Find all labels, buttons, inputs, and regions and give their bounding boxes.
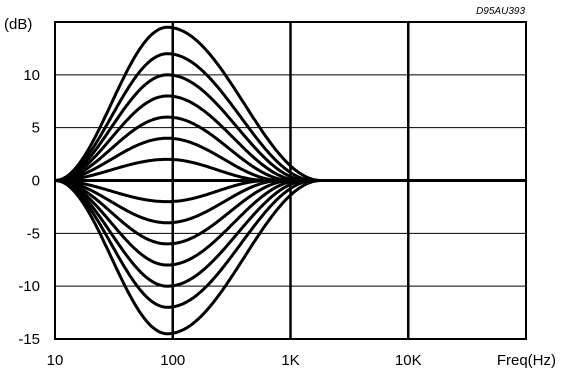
y-tick-label: -10 <box>18 278 40 295</box>
y-tick-label: 10 <box>23 67 40 84</box>
y-tick-label: -5 <box>27 225 40 242</box>
response-curve-3 <box>54 73 526 182</box>
response-curve-5 <box>54 115 526 182</box>
plot-border <box>54 21 527 340</box>
y-tick-labels: 10 5 0 -5 -10 -15 <box>18 67 40 348</box>
x-tick-label: 1K <box>281 352 299 369</box>
response-curve-14 <box>54 179 526 309</box>
response-curve-1 <box>54 25 526 182</box>
response-curve-4 <box>54 94 526 182</box>
x-tick-label: 10K <box>395 352 422 369</box>
response-curve-11 <box>54 179 526 246</box>
response-curve-9 <box>54 179 526 204</box>
y-tick-label: 5 <box>32 120 40 137</box>
response-curves <box>54 25 526 336</box>
y-tick-label: 0 <box>32 173 40 190</box>
response-curve-10 <box>54 179 526 225</box>
x-tick-label: 100 <box>160 352 185 369</box>
response-curve-15 <box>54 179 526 336</box>
y-axis-label: (dB) <box>4 16 32 33</box>
response-curve-13 <box>54 179 526 288</box>
plot-frame <box>54 21 527 340</box>
x-axis-label: Freq(Hz) <box>497 352 556 369</box>
response-curve-7 <box>54 157 526 182</box>
response-curve-2 <box>54 52 526 182</box>
x-tick-labels: 10 100 1K 10K <box>47 352 422 369</box>
x-tick-label: 10 <box>47 352 64 369</box>
response-curve-12 <box>54 179 526 267</box>
y-tick-label: -15 <box>18 331 40 348</box>
response-curve-6 <box>54 136 526 182</box>
reference-code: D95AU393 <box>476 6 525 17</box>
